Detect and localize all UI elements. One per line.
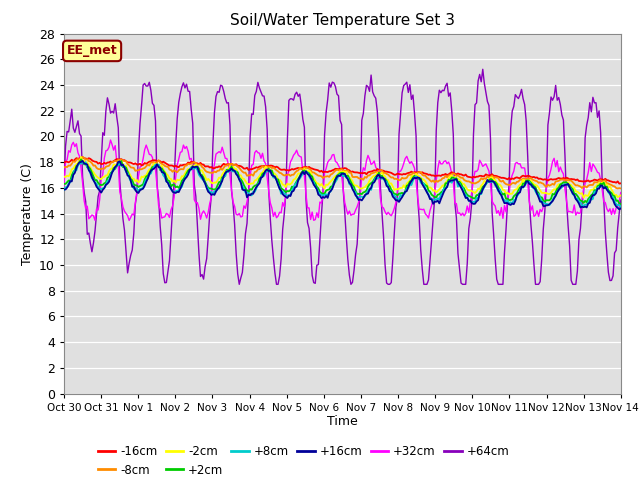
Text: EE_met: EE_met xyxy=(67,44,117,58)
Title: Soil/Water Temperature Set 3: Soil/Water Temperature Set 3 xyxy=(230,13,455,28)
Legend: -16cm, -8cm, -2cm, +2cm, +8cm, +16cm, +32cm, +64cm: -16cm, -8cm, -2cm, +2cm, +8cm, +16cm, +3… xyxy=(93,440,514,480)
Y-axis label: Temperature (C): Temperature (C) xyxy=(20,163,33,264)
X-axis label: Time: Time xyxy=(327,415,358,429)
